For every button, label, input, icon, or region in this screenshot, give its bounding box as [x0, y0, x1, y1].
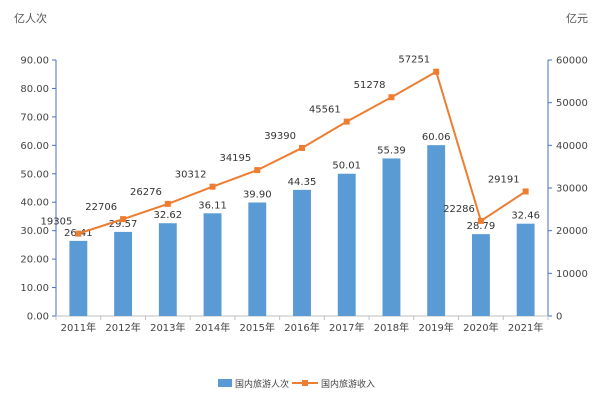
bar — [382, 158, 401, 316]
x-tick-label: 2018年 — [374, 321, 409, 334]
bar — [158, 223, 177, 316]
line-point — [522, 188, 529, 195]
x-tick-label: 2019年 — [418, 321, 453, 334]
x-tick-label: 2011年 — [61, 321, 96, 334]
x-tick-label: 2013年 — [150, 321, 185, 334]
bar-value-label: 36.11 — [198, 200, 227, 211]
line-value-label: 34195 — [219, 153, 251, 164]
y-left-tick-label: 20.00 — [20, 255, 49, 266]
bar — [471, 234, 490, 316]
line-point — [299, 144, 305, 151]
bar — [516, 223, 535, 316]
y-left-tick-label: 30.00 — [20, 226, 49, 237]
y-left-tick-label: 50.00 — [20, 169, 49, 180]
x-tick-label: 2014年 — [195, 321, 230, 334]
line-value-label: 22706 — [85, 202, 117, 213]
line-point — [164, 200, 171, 207]
x-tick-label: 2016年 — [284, 321, 319, 334]
y-right-tick-label: 10000 — [556, 269, 588, 280]
line-value-label: 22286 — [443, 204, 475, 215]
bar — [114, 231, 133, 316]
legend-bar-label: 国内旅游人次 — [235, 378, 289, 390]
line-point — [120, 216, 127, 223]
bar — [248, 202, 267, 316]
y-left-tick-label: 0.00 — [27, 312, 49, 323]
line-point — [75, 230, 82, 237]
x-tick-label: 2015年 — [240, 321, 275, 334]
y-left-unit-label: 亿人次 — [14, 11, 47, 25]
line-point — [343, 118, 350, 125]
line-value-label: 45561 — [309, 105, 341, 116]
x-tick-label: 2012年 — [105, 321, 140, 334]
bar — [69, 240, 88, 316]
y-left-tick-label: 40.00 — [20, 198, 49, 209]
bar-value-label: 60.06 — [422, 132, 451, 143]
bar-value-label: 32.46 — [511, 211, 540, 222]
line-value-label: 30312 — [175, 170, 207, 181]
bar — [337, 173, 356, 316]
line-point — [433, 68, 440, 75]
y-right-tick-label: 60000 — [556, 56, 588, 67]
y-right-tick-label: 20000 — [556, 226, 588, 237]
bar — [293, 189, 311, 316]
bar-value-label: 39.90 — [243, 190, 272, 201]
line-value-label: 26276 — [130, 187, 162, 198]
line-value-label: 29191 — [488, 174, 520, 185]
line-point — [254, 167, 261, 174]
legend-line-label: 国内旅游收入 — [321, 378, 375, 390]
line-value-label: 57251 — [398, 55, 430, 66]
y-right-unit-label: 亿元 — [566, 12, 588, 25]
y-right-tick-label: 40000 — [556, 141, 588, 152]
bar-value-label: 44.35 — [288, 177, 317, 188]
bar-value-label: 29.57 — [109, 219, 138, 230]
y-left-tick-label: 60.00 — [20, 141, 49, 152]
line-point — [388, 94, 395, 101]
bar-value-label: 28.79 — [467, 221, 496, 232]
y-left-tick-label: 10.00 — [20, 283, 49, 294]
line-value-label: 19305 — [41, 217, 73, 228]
bar — [203, 213, 222, 316]
bar — [427, 145, 446, 316]
y-left-tick-label: 70.00 — [20, 112, 49, 123]
bar-value-label: 32.62 — [153, 210, 182, 221]
x-tick-label: 2021年 — [508, 321, 543, 334]
line-value-label: 51278 — [354, 80, 386, 91]
line-value-label: 39390 — [264, 131, 296, 142]
y-right-tick-label: 50000 — [556, 98, 588, 109]
bar-value-label: 50.01 — [332, 161, 361, 172]
y-right-tick-label: 30000 — [556, 184, 588, 195]
legend-line-marker — [302, 380, 308, 386]
line-point — [477, 217, 484, 224]
y-left-tick-label: 90.00 — [20, 56, 49, 67]
line-point — [209, 183, 216, 190]
bar-value-label: 55.39 — [377, 145, 406, 156]
y-left-tick-label: 80.00 — [20, 84, 49, 95]
legend-bar-swatch — [218, 379, 232, 387]
x-tick-label: 2017年 — [329, 321, 364, 334]
y-right-tick-label: 0 — [556, 312, 562, 323]
x-tick-label: 2020年 — [463, 321, 498, 334]
